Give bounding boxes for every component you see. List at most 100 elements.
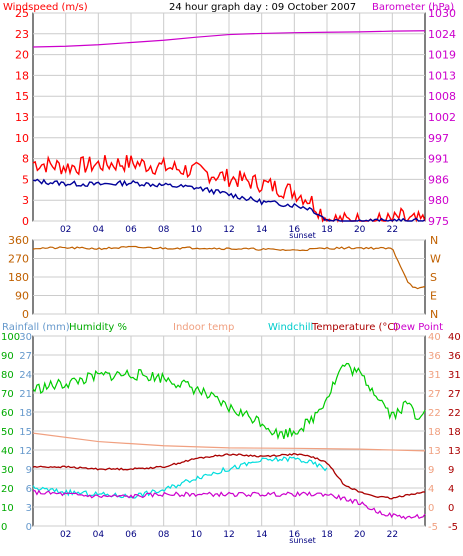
wind-direction-series-line <box>32 245 426 290</box>
indoor-temp-series-line <box>32 432 426 452</box>
rainfall-tick-label: 24 <box>19 370 32 381</box>
baro-tick-label: 1030 <box>428 7 456 20</box>
x-tick-label: 20 <box>354 530 366 540</box>
rainfall-tick-label: 18 <box>19 408 32 419</box>
baro-tick-label: 986 <box>428 173 449 186</box>
rainfall-tick-label: 15 <box>19 427 32 438</box>
humidity-tick-label: 40 <box>1 446 14 457</box>
x-tick-label: 10 <box>191 530 203 540</box>
compass-tick-label: E <box>430 290 437 303</box>
temperature-axis-title: Temperature (°C) <box>311 322 398 333</box>
x-tick-label: 08 <box>158 225 170 235</box>
humidity-tick-label: 30 <box>1 465 14 476</box>
baro-tick-label: 1019 <box>428 49 456 62</box>
rainfall-axis-title: Rainfall (mm) <box>2 322 70 333</box>
humidity-tick-label: 20 <box>1 484 14 495</box>
temperature-tick-label: 22 <box>448 408 461 419</box>
wind-tick-label: 23 <box>15 28 29 41</box>
baro-tick-label: 1013 <box>428 69 456 82</box>
indoor-tick-label: -5 <box>428 522 438 533</box>
x-tick-label: 02 <box>60 225 71 235</box>
wind-tick-label: 8 <box>22 153 29 166</box>
windspeed-axis-title: Windspeed (m/s) <box>3 2 88 13</box>
x-tick-label: 10 <box>191 225 203 235</box>
temperature-tick-label: 40 <box>448 332 461 343</box>
direction-tick-label: 270 <box>8 253 29 266</box>
humidity-tick-label: 90 <box>1 351 14 362</box>
temperature-tick-label: 13 <box>448 446 461 457</box>
dewpoint-series-line <box>32 489 426 520</box>
humidity-tick-label: 70 <box>1 389 14 400</box>
wind-tick-label: 18 <box>15 69 29 82</box>
rainfall-tick-label: 9 <box>26 465 32 476</box>
baro-tick-label: 1002 <box>428 111 456 124</box>
barometer-series-line <box>32 30 426 48</box>
rainfall-tick-label: 30 <box>19 332 32 343</box>
wind-tick-label: 13 <box>15 111 29 124</box>
temperature-tick-label: 31 <box>448 370 461 381</box>
x-tick-label: 16 <box>289 530 301 540</box>
rainfall-tick-label: 12 <box>19 446 32 457</box>
windchill-axis-title: Windchill <box>268 322 313 333</box>
wind-tick-label: 5 <box>22 173 29 186</box>
indoor-tick-label: 9 <box>428 465 434 476</box>
x-tick-label: 18 <box>321 225 333 235</box>
wind-tick-label: 0 <box>22 215 29 228</box>
x-tick-label: 18 <box>321 530 333 540</box>
humidity-series-line <box>32 362 426 441</box>
wind-tick-label: 3 <box>22 194 29 207</box>
x-tick-label: 08 <box>158 530 170 540</box>
direction-tick-label: 360 <box>8 234 29 247</box>
compass-tick-label: N <box>430 234 438 247</box>
rainfall-tick-label: 27 <box>19 351 32 362</box>
sunset-label: sunset <box>289 536 316 545</box>
sunset-label: sunset <box>289 231 316 240</box>
indoor-tick-label: 36 <box>428 351 441 362</box>
average-wind-series-line <box>32 178 426 222</box>
temperature-tick-label: 27 <box>448 389 461 400</box>
indoor-temp-axis-title: Indoor temp <box>173 322 234 333</box>
temperature-tick-label: 36 <box>448 351 461 362</box>
humidity-axis-title: Humidity % <box>69 322 127 333</box>
x-tick-label: 12 <box>223 530 234 540</box>
indoor-tick-label: 40 <box>428 332 441 343</box>
indoor-tick-label: 13 <box>428 446 441 457</box>
compass-tick-label: S <box>430 271 437 284</box>
direction-tick-label: 90 <box>15 290 29 303</box>
rainfall-tick-label: 6 <box>26 484 32 495</box>
x-tick-label: 20 <box>354 225 366 235</box>
indoor-tick-label: 4 <box>428 484 434 495</box>
x-tick-label: 22 <box>387 530 398 540</box>
indoor-tick-label: 27 <box>428 389 441 400</box>
temperature-tick-label: 0 <box>448 503 454 514</box>
x-tick-label: 04 <box>93 225 105 235</box>
temperature-tick-label: 18 <box>448 427 461 438</box>
humidity-tick-label: 100 <box>1 332 20 343</box>
rainfall-tick-label: 3 <box>26 503 32 514</box>
gust-series-line <box>32 155 426 224</box>
chart-title: 24 hour graph day : 09 October 2007 <box>169 2 356 13</box>
baro-tick-label: 991 <box>428 153 449 166</box>
baro-tick-label: 975 <box>428 215 449 228</box>
temperature-tick-label: 4 <box>448 484 454 495</box>
rainfall-tick-label: 0 <box>26 522 32 533</box>
temperature-tick-label: -5 <box>448 522 458 533</box>
dewpoint-axis-title: Dew Point <box>393 322 443 333</box>
baro-tick-label: 980 <box>428 194 449 207</box>
indoor-tick-label: 31 <box>428 370 441 381</box>
humidity-tick-label: 50 <box>1 427 14 438</box>
wind-tick-label: 20 <box>15 49 29 62</box>
baro-tick-label: 1008 <box>428 90 456 103</box>
baro-tick-label: 1024 <box>428 28 456 41</box>
temperature-series-line <box>32 452 426 500</box>
x-tick-label: 04 <box>93 530 105 540</box>
x-tick-label: 02 <box>60 530 71 540</box>
direction-tick-label: 0 <box>22 308 29 321</box>
windchill-series-line <box>32 456 328 499</box>
baro-tick-label: 997 <box>428 132 449 145</box>
humidity-tick-label: 80 <box>1 370 14 381</box>
humidity-tick-label: 0 <box>1 522 7 533</box>
x-tick-label: 14 <box>256 225 268 235</box>
rainfall-tick-label: 21 <box>19 389 32 400</box>
